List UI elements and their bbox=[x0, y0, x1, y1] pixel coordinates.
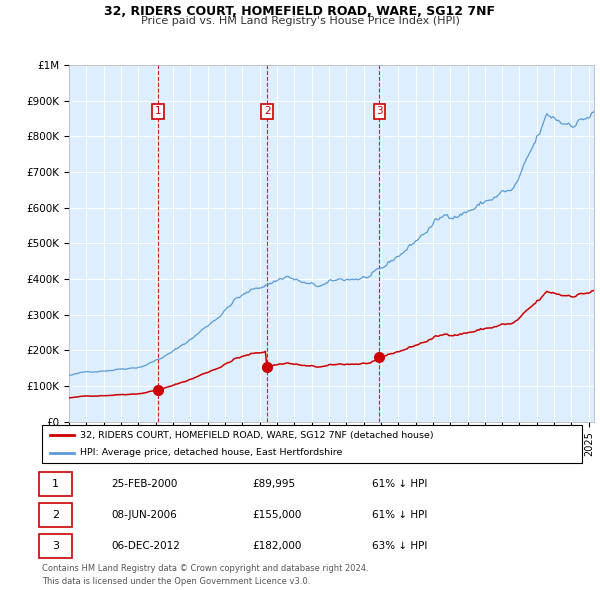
Text: Contains HM Land Registry data © Crown copyright and database right 2024.: Contains HM Land Registry data © Crown c… bbox=[42, 564, 368, 573]
Text: £182,000: £182,000 bbox=[252, 541, 301, 550]
Text: 2: 2 bbox=[264, 106, 271, 116]
Text: 3: 3 bbox=[376, 106, 383, 116]
Text: 2: 2 bbox=[52, 510, 59, 520]
Text: 63% ↓ HPI: 63% ↓ HPI bbox=[372, 541, 427, 550]
Text: 32, RIDERS COURT, HOMEFIELD ROAD, WARE, SG12 7NF (detached house): 32, RIDERS COURT, HOMEFIELD ROAD, WARE, … bbox=[80, 431, 433, 440]
Text: 1: 1 bbox=[154, 106, 161, 116]
Text: £155,000: £155,000 bbox=[252, 510, 301, 520]
Text: 3: 3 bbox=[52, 541, 59, 550]
Text: 61% ↓ HPI: 61% ↓ HPI bbox=[372, 510, 427, 520]
Text: 25-FEB-2000: 25-FEB-2000 bbox=[111, 480, 178, 489]
Text: 1: 1 bbox=[52, 480, 59, 489]
Text: 61% ↓ HPI: 61% ↓ HPI bbox=[372, 480, 427, 489]
Text: HPI: Average price, detached house, East Hertfordshire: HPI: Average price, detached house, East… bbox=[80, 448, 342, 457]
Text: 08-JUN-2006: 08-JUN-2006 bbox=[111, 510, 177, 520]
Text: 06-DEC-2012: 06-DEC-2012 bbox=[111, 541, 180, 550]
Text: This data is licensed under the Open Government Licence v3.0.: This data is licensed under the Open Gov… bbox=[42, 577, 310, 586]
Text: Price paid vs. HM Land Registry's House Price Index (HPI): Price paid vs. HM Land Registry's House … bbox=[140, 16, 460, 26]
Text: £89,995: £89,995 bbox=[252, 480, 295, 489]
Text: 32, RIDERS COURT, HOMEFIELD ROAD, WARE, SG12 7NF: 32, RIDERS COURT, HOMEFIELD ROAD, WARE, … bbox=[104, 5, 496, 18]
